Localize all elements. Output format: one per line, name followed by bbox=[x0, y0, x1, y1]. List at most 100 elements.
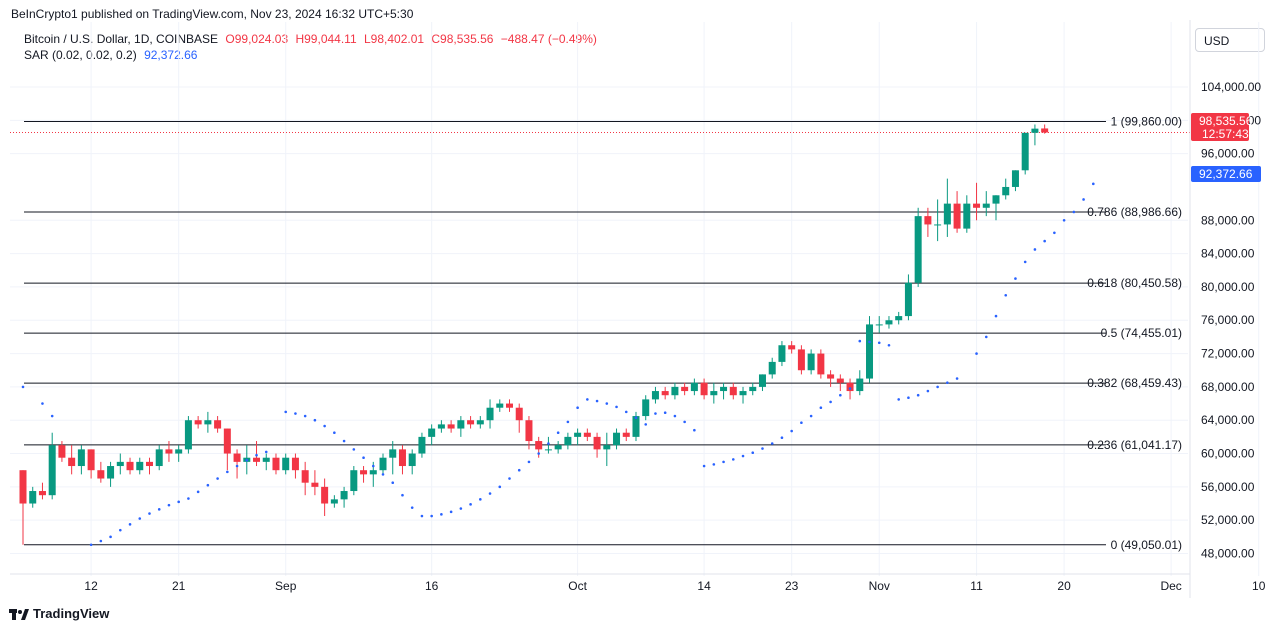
candle-body bbox=[496, 403, 504, 408]
candle-body bbox=[622, 432, 630, 437]
sar-dot bbox=[440, 513, 443, 516]
candle-body bbox=[827, 374, 835, 379]
sar-dot bbox=[731, 458, 735, 461]
candle-body bbox=[525, 420, 533, 442]
sar-dot bbox=[809, 414, 813, 418]
sar-dot bbox=[751, 451, 755, 455]
candle-body bbox=[282, 457, 290, 471]
sar-dot bbox=[634, 416, 638, 420]
candle-body bbox=[807, 353, 815, 371]
candle-body bbox=[165, 449, 173, 454]
candle-body bbox=[720, 386, 728, 392]
sar-dot bbox=[216, 477, 219, 480]
sar-dot bbox=[226, 470, 229, 474]
candle-body bbox=[486, 407, 494, 421]
candle-body bbox=[593, 436, 601, 450]
fib-label: 1 (99,860.00) bbox=[1111, 114, 1182, 128]
sar-dot bbox=[420, 514, 424, 518]
candle-body bbox=[476, 420, 484, 425]
sar-dot bbox=[848, 387, 852, 390]
sar-dot bbox=[1023, 260, 1027, 264]
sar-dot bbox=[371, 464, 375, 468]
indicator-name: SAR (0.02, 0.02, 0.2) bbox=[24, 48, 137, 62]
candle-body bbox=[58, 445, 66, 458]
y-tick-label: 68,000.00 bbox=[1201, 380, 1255, 394]
candle-body bbox=[749, 386, 757, 392]
candle-body bbox=[544, 449, 552, 451]
sar-tag: 92,372.66 bbox=[1199, 167, 1253, 181]
fib-label: 0.236 (61,041.17) bbox=[1087, 438, 1182, 452]
x-tick-label: Oct bbox=[568, 579, 587, 593]
y-tick-label: 52,000.00 bbox=[1201, 513, 1255, 527]
sar-dot bbox=[187, 497, 190, 500]
y-tick-label: 104,000.00 bbox=[1201, 80, 1261, 94]
candle-body bbox=[768, 361, 776, 375]
candle-body bbox=[554, 445, 562, 450]
candle-body bbox=[700, 382, 708, 396]
sar-dot bbox=[508, 477, 511, 480]
price-change: −488.47 (−0.49%) bbox=[500, 32, 597, 46]
sar-dot bbox=[936, 385, 939, 389]
sar-dot bbox=[138, 517, 142, 520]
candle-body bbox=[379, 457, 387, 471]
sar-dot bbox=[624, 410, 628, 414]
x-tick-label: Dec bbox=[1160, 579, 1181, 593]
candle-body bbox=[866, 324, 874, 379]
tradingview-logo-icon bbox=[9, 608, 29, 620]
y-tick-label: 48,000.00 bbox=[1201, 547, 1255, 561]
candle-body bbox=[817, 353, 825, 375]
sar-dot bbox=[722, 460, 725, 464]
candle-body bbox=[291, 457, 299, 471]
y-tick-label: 88,000.00 bbox=[1201, 213, 1255, 227]
sar-dot bbox=[780, 436, 784, 440]
candle-body bbox=[19, 470, 27, 504]
sar-dot bbox=[761, 447, 764, 450]
sar-dot bbox=[1092, 182, 1095, 186]
sar-dot bbox=[712, 463, 716, 466]
x-tick-label: Sep bbox=[275, 579, 297, 593]
candle-body bbox=[136, 461, 144, 471]
sar-dot bbox=[1033, 248, 1037, 251]
sar-dot bbox=[167, 503, 171, 507]
candle-body bbox=[973, 203, 981, 208]
sar-dot bbox=[586, 398, 589, 401]
sar-dot bbox=[128, 523, 132, 526]
candle-body bbox=[184, 420, 192, 450]
sar-dot bbox=[984, 335, 988, 339]
y-tick-label: 76,000.00 bbox=[1201, 313, 1255, 327]
sar-dot bbox=[41, 402, 44, 405]
sar-dot bbox=[313, 418, 317, 422]
candle-body bbox=[681, 386, 689, 392]
sar-dot bbox=[498, 485, 502, 489]
candle-body bbox=[564, 436, 572, 446]
sar-dot bbox=[119, 528, 122, 532]
tradingview-brand[interactable]: TradingView bbox=[9, 606, 109, 621]
sar-dot bbox=[770, 442, 774, 445]
candle-body bbox=[447, 424, 455, 429]
sar-dot bbox=[868, 340, 871, 344]
currency-button[interactable]: USD bbox=[1195, 28, 1265, 52]
sar-dot bbox=[926, 389, 930, 393]
candle-body bbox=[1011, 170, 1019, 187]
candle-body bbox=[710, 391, 718, 396]
candle-body bbox=[155, 449, 163, 467]
sar-dot bbox=[829, 400, 832, 404]
candle-body bbox=[29, 491, 37, 504]
candle-body bbox=[360, 470, 368, 475]
candle-body bbox=[330, 499, 338, 504]
sar-dot bbox=[517, 468, 521, 472]
ohlc-open: O99,024.03 bbox=[225, 32, 289, 46]
sar-dot bbox=[800, 421, 803, 425]
sar-dots bbox=[21, 182, 1095, 547]
sar-dot bbox=[255, 453, 258, 457]
attribution-text: BeInCrypto1 published on TradingView.com… bbox=[11, 7, 414, 21]
ohlc-high: H99,044.11 bbox=[295, 32, 357, 46]
candle-body bbox=[758, 374, 766, 387]
y-axis-labels: 48,000.00 52,000.00 56,000.00 60,000.00 64,0… bbox=[1201, 80, 1261, 561]
candle-body bbox=[992, 195, 1000, 204]
candle-body bbox=[233, 453, 241, 462]
ohlc-close: C98,535.56 bbox=[431, 32, 494, 46]
fib-label: 0.618 (80,450.58) bbox=[1087, 276, 1182, 290]
sar-dot bbox=[683, 420, 686, 424]
